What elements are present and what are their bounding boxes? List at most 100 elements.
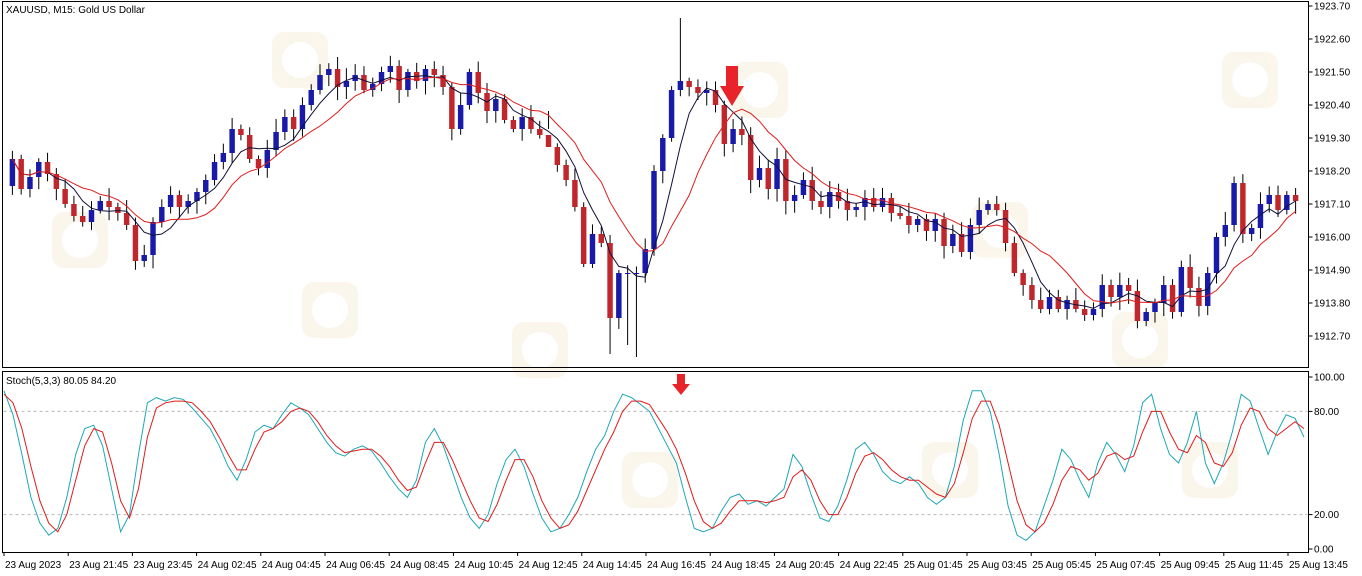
candle <box>123 199 130 230</box>
candle <box>695 79 701 100</box>
candle <box>238 124 244 141</box>
candle <box>299 97 306 137</box>
candle <box>343 68 350 100</box>
stoch-series-line <box>3 393 1305 533</box>
candle <box>1204 267 1211 316</box>
stoch-label: Stoch(5,3,3) 80.05 84.20 <box>6 376 117 387</box>
candle <box>141 244 147 267</box>
time-tick-label: 25 Aug 07:45 <box>1096 560 1155 571</box>
candle <box>1090 302 1097 321</box>
candle <box>211 154 218 186</box>
stoch-tick-label: 80.00 <box>1314 407 1339 418</box>
watermark-seal-icon <box>1182 442 1238 498</box>
arrow-down-icon <box>672 374 690 395</box>
candle <box>686 77 692 97</box>
candle <box>642 238 648 283</box>
price-tick-label: 1922.60 <box>1314 35 1351 46</box>
time-tick-label: 24 Aug 08:45 <box>390 560 449 571</box>
candle <box>1161 275 1167 317</box>
candle <box>282 109 288 141</box>
candle <box>361 66 367 94</box>
stoch-tick-label: 20.00 <box>1314 510 1339 521</box>
watermark-seal-icon <box>622 452 678 508</box>
price-tick-label: 1913.80 <box>1314 299 1351 310</box>
candle <box>1257 192 1264 239</box>
candle <box>387 55 394 83</box>
candle <box>431 61 437 88</box>
price-axis: 1923.70 1922.60 1921.50 1920.40 1919.30 1918.… <box>1308 2 1351 343</box>
candle <box>53 168 60 201</box>
price-tick-label: 1918.20 <box>1314 167 1351 178</box>
candle <box>466 68 473 110</box>
time-tick-label: 24 Aug 06:45 <box>326 560 385 571</box>
watermark-seal-icon <box>1222 52 1278 108</box>
candle <box>651 165 657 256</box>
candle <box>493 93 499 123</box>
candle <box>36 158 42 190</box>
candle <box>1231 176 1237 232</box>
time-axis: 23 Aug 2023 23 Aug 21:45 23 Aug 23:45 24 Au… <box>3 552 1348 571</box>
time-tick-label: 25 Aug 11:45 <box>1225 560 1284 571</box>
candle <box>229 118 235 163</box>
stoch-series-line <box>3 390 1305 542</box>
arrow-down-icon <box>720 66 744 106</box>
time-tick-label: 24 Aug 04:45 <box>262 560 321 571</box>
candle <box>1046 289 1053 315</box>
candle <box>167 186 174 214</box>
candle <box>914 215 921 233</box>
stoch-level-lines <box>3 410 1308 516</box>
stoch-lines <box>3 390 1305 542</box>
candle <box>88 201 95 231</box>
watermark-seal-icon <box>52 212 108 268</box>
price-tick-label: 1914.90 <box>1314 266 1351 277</box>
price-tick-label: 1919.30 <box>1314 134 1351 145</box>
candle <box>607 234 613 354</box>
price-tick-label: 1920.40 <box>1314 101 1351 112</box>
candle <box>62 179 68 208</box>
candle <box>1222 211 1229 247</box>
candle <box>1029 277 1035 309</box>
time-tick-label: 23 Aug 21:45 <box>69 560 128 571</box>
candle <box>941 212 947 259</box>
candle <box>255 155 262 176</box>
candle <box>159 199 165 228</box>
candle <box>1284 191 1290 215</box>
price-tick-label: 1923.70 <box>1314 2 1351 13</box>
candle <box>176 190 183 219</box>
candle <box>994 195 1000 216</box>
candle <box>1073 288 1079 313</box>
candle <box>1275 185 1281 218</box>
candle <box>264 139 271 178</box>
time-tick-label: 23 Aug 2023 <box>5 560 62 571</box>
candle <box>730 119 736 153</box>
candle <box>545 111 552 147</box>
candle <box>985 200 991 215</box>
candle <box>1213 232 1220 284</box>
candle <box>888 192 895 222</box>
candle <box>783 150 789 215</box>
candle <box>765 159 771 200</box>
candle <box>457 92 464 135</box>
price-tick-label: 1916.00 <box>1314 233 1351 244</box>
candle <box>405 68 411 97</box>
candle <box>660 134 666 184</box>
candle <box>1099 274 1105 318</box>
time-tick-label: 24 Aug 20:45 <box>775 560 834 571</box>
price-tick-label: 1912.70 <box>1314 332 1351 343</box>
candle <box>589 224 596 268</box>
candle <box>290 109 297 141</box>
candle <box>220 143 227 170</box>
candle <box>958 222 965 257</box>
candle <box>932 213 938 242</box>
stoch-panel-frame <box>2 371 1309 553</box>
time-tick-label: 25 Aug 05:45 <box>1032 560 1091 571</box>
candle <box>326 63 332 87</box>
candle <box>1055 289 1062 313</box>
candle <box>246 127 253 163</box>
candle <box>668 86 675 142</box>
time-tick-label: 25 Aug 13:45 <box>1289 560 1348 571</box>
candle <box>1266 186 1272 213</box>
candle <box>71 195 77 222</box>
candle <box>1143 308 1149 327</box>
candle <box>1292 188 1299 214</box>
